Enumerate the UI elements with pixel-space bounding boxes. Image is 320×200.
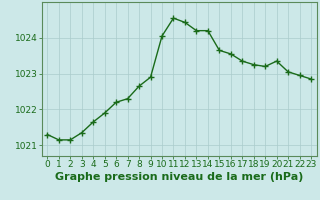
X-axis label: Graphe pression niveau de la mer (hPa): Graphe pression niveau de la mer (hPa) — [55, 172, 303, 182]
